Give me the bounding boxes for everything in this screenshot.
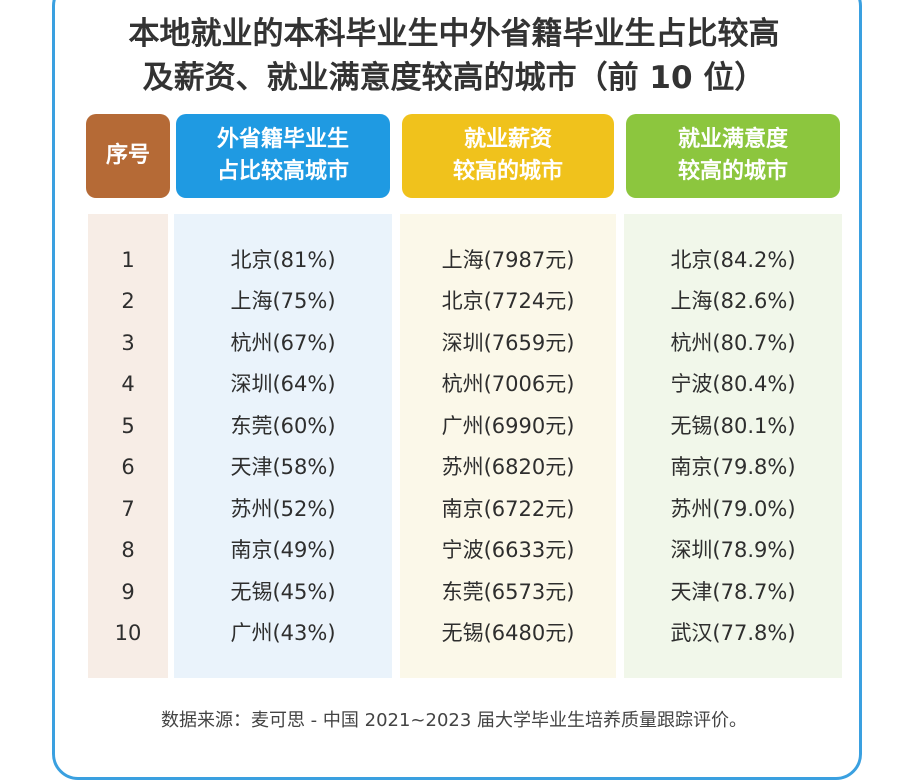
row-col3: 天津(78.7%) xyxy=(670,580,796,604)
header-col1-line1: 外省籍毕业生 xyxy=(216,127,349,152)
row-col3: 上海(82.6%) xyxy=(670,289,796,313)
row-col1: 上海(75%) xyxy=(230,289,336,313)
row-index: 10 xyxy=(114,621,142,645)
header-col2-line2: 较高的城市 xyxy=(452,159,563,184)
row-col2: 广州(6990元) xyxy=(441,414,575,438)
row-col1: 无锡(45%) xyxy=(230,580,336,604)
column-2-background xyxy=(400,214,616,678)
row-index: 8 xyxy=(121,538,135,562)
row-col1: 东莞(60%) xyxy=(230,414,336,438)
row-index: 1 xyxy=(121,248,135,272)
column-1-background xyxy=(174,214,392,678)
index-column-background xyxy=(88,214,168,678)
row-col3: 宁波(80.4%) xyxy=(670,372,796,396)
header-index-label: 序号 xyxy=(105,143,150,168)
row-col2: 深圳(7659元) xyxy=(441,331,575,355)
row-index: 6 xyxy=(121,455,135,479)
row-index: 2 xyxy=(121,289,135,313)
row-col2: 苏州(6820元) xyxy=(441,455,575,479)
row-col1: 天津(58%) xyxy=(230,455,336,479)
row-col2: 南京(6722元) xyxy=(441,497,575,521)
table-row: 9 无锡(45%) 东莞(6573元) 天津(78.7%) xyxy=(0,572,908,612)
row-col3: 北京(84.2%) xyxy=(670,248,796,272)
source-note: 数据来源：麦可思 - 中国 2021~2023 届大学毕业生培养质量跟踪评价。 xyxy=(160,710,748,731)
title-line-1: 本地就业的本科毕业生中外省籍毕业生占比较高 xyxy=(128,16,780,52)
row-index: 7 xyxy=(121,497,135,521)
header-col1-line2: 占比较高城市 xyxy=(216,159,349,184)
row-col2: 东莞(6573元) xyxy=(441,580,575,604)
header-col3: 就业满意度 较高的城市 xyxy=(626,114,840,198)
table-row: 6 天津(58%) 苏州(6820元) 南京(79.8%) xyxy=(0,447,908,487)
row-col3: 无锡(80.1%) xyxy=(670,414,796,438)
row-index: 4 xyxy=(121,372,135,396)
table-row: 4 深圳(64%) 杭州(7006元) 宁波(80.4%) xyxy=(0,364,908,404)
row-col3: 苏州(79.0%) xyxy=(670,497,796,521)
header-col2-line1: 就业薪资 xyxy=(463,127,552,152)
table-row: 3 杭州(67%) 深圳(7659元) 杭州(80.7%) xyxy=(0,323,908,363)
row-index: 5 xyxy=(121,414,135,438)
row-col3: 杭州(80.7%) xyxy=(670,331,796,355)
header-col3-line2: 较高的城市 xyxy=(677,159,788,184)
row-col2: 杭州(7006元) xyxy=(441,372,575,396)
row-col2: 上海(7987元) xyxy=(441,248,575,272)
row-col1: 广州(43%) xyxy=(230,621,336,645)
row-col1: 南京(49%) xyxy=(230,538,336,562)
row-col2: 无锡(6480元) xyxy=(441,621,575,645)
row-col2: 宁波(6633元) xyxy=(441,538,575,562)
row-index: 9 xyxy=(121,580,135,604)
row-col3: 深圳(78.9%) xyxy=(670,538,796,562)
title-line-2: 及薪资、就业满意度较高的城市（前 10 位） xyxy=(142,60,766,96)
row-col1: 苏州(52%) xyxy=(230,497,336,521)
table-row: 10 广州(43%) 无锡(6480元) 武汉(77.8%) xyxy=(0,613,908,653)
page-title: 本地就业的本科毕业生中外省籍毕业生占比较高 及薪资、就业满意度较高的城市（前 1… xyxy=(0,12,908,100)
header-col1: 外省籍毕业生 占比较高城市 xyxy=(176,114,390,198)
table-row: 2 上海(75%) 北京(7724元) 上海(82.6%) xyxy=(0,281,908,321)
table-row: 1 北京(81%) 上海(7987元) 北京(84.2%) xyxy=(0,240,908,280)
header-col3-line1: 就业满意度 xyxy=(677,127,788,152)
header-index: 序号 xyxy=(86,114,170,198)
row-col3: 南京(79.8%) xyxy=(670,455,796,479)
column-3-background xyxy=(624,214,842,678)
table-row: 8 南京(49%) 宁波(6633元) 深圳(78.9%) xyxy=(0,530,908,570)
row-col1: 深圳(64%) xyxy=(230,372,336,396)
row-col1: 杭州(67%) xyxy=(230,331,336,355)
row-col1: 北京(81%) xyxy=(230,248,336,272)
row-index: 3 xyxy=(121,331,135,355)
row-col2: 北京(7724元) xyxy=(441,289,575,313)
table-row: 7 苏州(52%) 南京(6722元) 苏州(79.0%) xyxy=(0,489,908,529)
row-col3: 武汉(77.8%) xyxy=(670,621,796,645)
table-row: 5 东莞(60%) 广州(6990元) 无锡(80.1%) xyxy=(0,406,908,446)
header-col2: 就业薪资 较高的城市 xyxy=(402,114,614,198)
